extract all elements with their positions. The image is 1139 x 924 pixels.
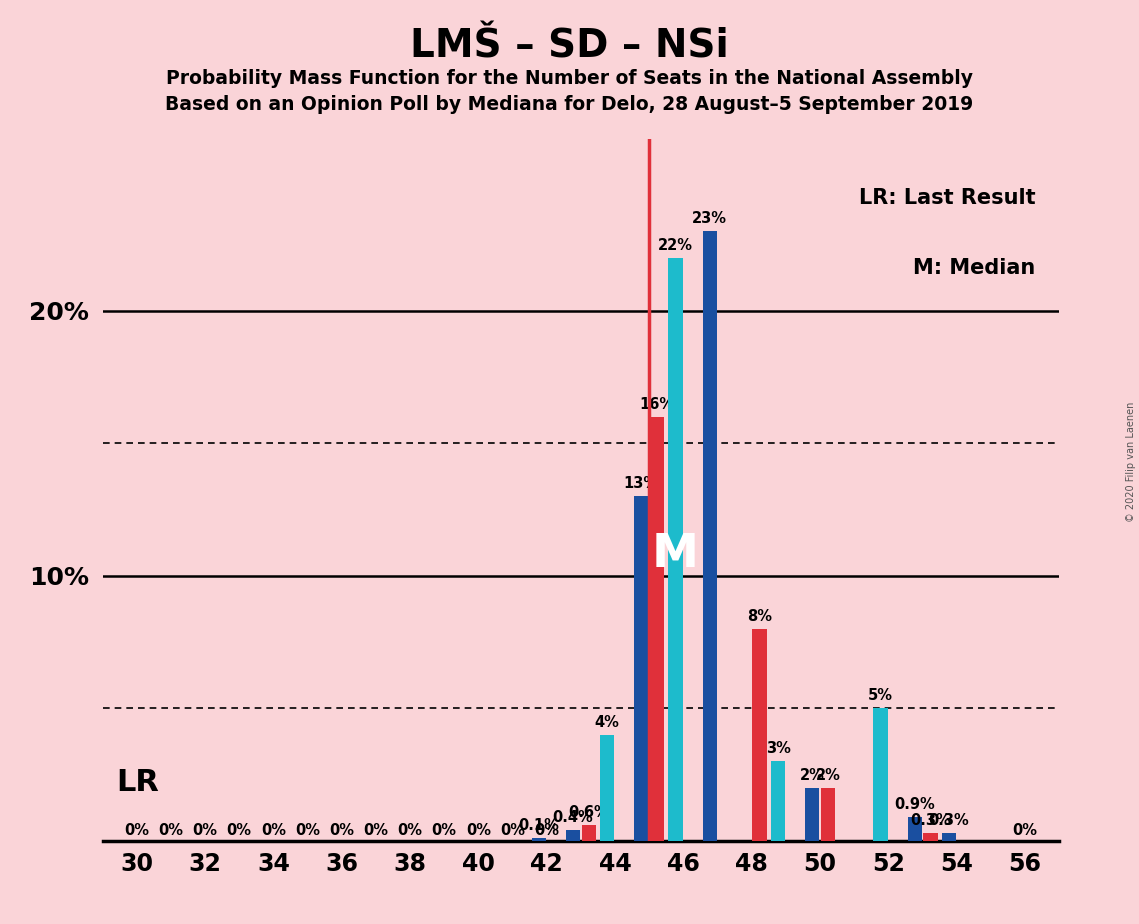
Text: Based on an Opinion Poll by Mediana for Delo, 28 August–5 September 2019: Based on an Opinion Poll by Mediana for … xyxy=(165,95,974,115)
Text: 23%: 23% xyxy=(693,211,727,226)
Text: 16%: 16% xyxy=(639,396,674,411)
Text: 2%: 2% xyxy=(816,768,841,783)
Text: 0%: 0% xyxy=(398,823,423,838)
Bar xyxy=(669,258,682,841)
Text: 0%: 0% xyxy=(295,823,320,838)
Bar xyxy=(942,833,956,841)
Text: LR: Last Result: LR: Last Result xyxy=(859,188,1035,208)
Text: 0%: 0% xyxy=(192,823,218,838)
Text: 0%: 0% xyxy=(534,823,559,838)
Text: 0.9%: 0.9% xyxy=(894,796,935,811)
Text: 0.1%: 0.1% xyxy=(518,818,559,833)
Text: M: Median: M: Median xyxy=(913,258,1035,278)
Text: 13%: 13% xyxy=(624,476,659,491)
Text: 0%: 0% xyxy=(227,823,252,838)
Bar xyxy=(600,735,614,841)
Text: 0.3%: 0.3% xyxy=(910,812,951,828)
Bar xyxy=(908,817,921,841)
Bar xyxy=(650,417,664,841)
Text: 0%: 0% xyxy=(158,823,183,838)
Text: 0%: 0% xyxy=(261,823,286,838)
Text: 0.4%: 0.4% xyxy=(552,810,593,825)
Bar xyxy=(821,788,835,841)
Text: 22%: 22% xyxy=(658,237,693,252)
Text: 0%: 0% xyxy=(500,823,525,838)
Bar xyxy=(582,825,596,841)
Text: 8%: 8% xyxy=(747,609,772,624)
Text: 4%: 4% xyxy=(595,714,620,730)
Text: 2%: 2% xyxy=(800,768,825,783)
Bar xyxy=(566,831,580,841)
Text: 0.3%: 0.3% xyxy=(928,812,969,828)
Bar xyxy=(924,833,937,841)
Text: 0%: 0% xyxy=(329,823,354,838)
Text: LR: LR xyxy=(116,768,159,797)
Text: LMŠ – SD – NSi: LMŠ – SD – NSi xyxy=(410,28,729,66)
Text: 5%: 5% xyxy=(868,688,893,703)
Text: 0.6%: 0.6% xyxy=(568,805,609,820)
Bar xyxy=(532,838,546,841)
Text: © 2020 Filip van Laenen: © 2020 Filip van Laenen xyxy=(1126,402,1136,522)
Text: 0%: 0% xyxy=(432,823,457,838)
Bar xyxy=(753,629,767,841)
Text: 0%: 0% xyxy=(124,823,149,838)
Text: 0%: 0% xyxy=(363,823,388,838)
Text: 0%: 0% xyxy=(466,823,491,838)
Bar xyxy=(874,709,887,841)
Bar xyxy=(634,496,648,841)
Text: 3%: 3% xyxy=(765,741,790,756)
Text: Probability Mass Function for the Number of Seats in the National Assembly: Probability Mass Function for the Number… xyxy=(166,69,973,89)
Bar xyxy=(703,231,716,841)
Bar xyxy=(805,788,819,841)
Text: 0%: 0% xyxy=(1013,823,1038,838)
Bar xyxy=(771,761,785,841)
Text: M: M xyxy=(652,532,699,578)
